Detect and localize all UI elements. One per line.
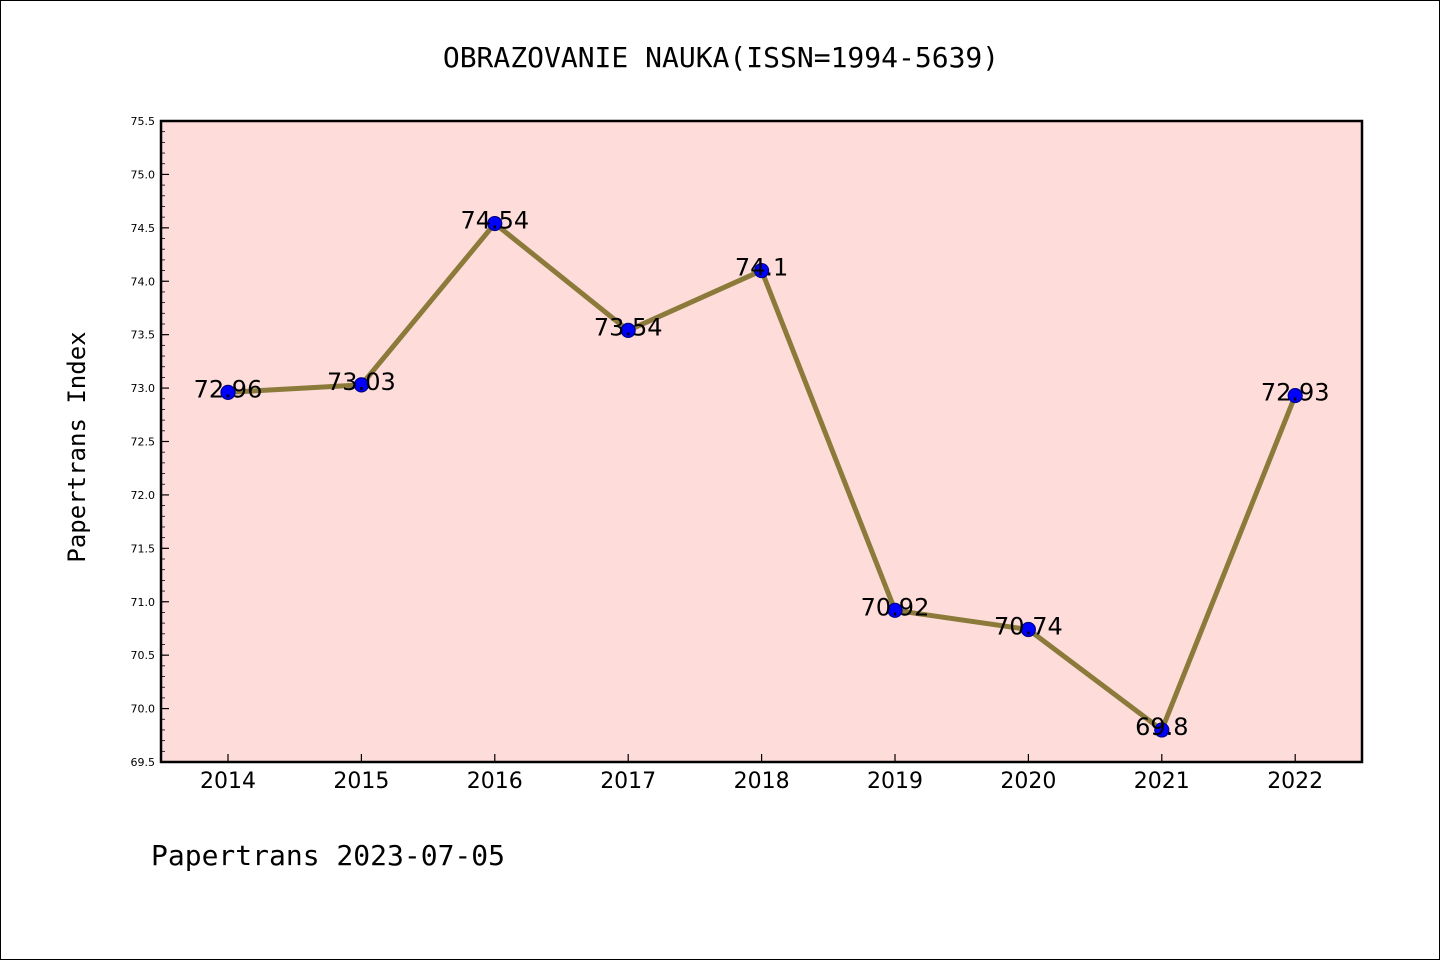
x-tick-label: 2022 — [1267, 769, 1323, 794]
series-markers — [220, 215, 1303, 738]
x-tick-label: 2020 — [1000, 769, 1056, 794]
data-point — [753, 262, 770, 279]
chart-title: OBRAZOVANIE NAUKA(ISSN=1994-5639) — [443, 41, 999, 74]
data-point — [1154, 722, 1170, 738]
data-label: 74.54 — [460, 207, 529, 235]
data-label: 70.92 — [861, 593, 930, 621]
data-point — [620, 322, 636, 338]
y-tick-label: 72.5 — [131, 436, 156, 449]
data-point — [1020, 621, 1037, 638]
y-tick-label: 71.5 — [131, 542, 156, 555]
x-tick-label: 2018 — [734, 769, 790, 794]
y-tick-label: 73.5 — [131, 329, 156, 342]
data-label: 69.8 — [1135, 713, 1188, 741]
y-tick-label: 70.0 — [131, 703, 156, 716]
data-label: 72.93 — [1261, 379, 1330, 407]
y-tick-label: 75.0 — [131, 168, 156, 181]
x-axis: 2014 2015 2016 2017 2018 2019 2020 2021 2022 — [200, 754, 1323, 794]
x-tick-label: 2014 — [200, 769, 256, 794]
data-point — [487, 215, 503, 232]
y-tick-label: 72.0 — [131, 489, 156, 502]
footer-text: Papertrans 2023-07-05 — [151, 839, 505, 872]
y-axis: 69.5 70.0 70.5 71.0 71.5 72.0 72.5 73.0 73.5 74.0… — [131, 115, 169, 769]
y-tick-label: 69.5 — [131, 756, 156, 769]
data-point — [887, 602, 903, 618]
data-point — [353, 377, 369, 393]
plot-border — [159, 119, 1364, 764]
y-tick-label: 75.5 — [131, 115, 156, 128]
data-point — [220, 384, 236, 400]
y-tick-label: 73.0 — [131, 382, 156, 395]
x-tick-label: 2016 — [467, 769, 523, 794]
x-tick-label: 2015 — [333, 769, 389, 794]
y-axis-label: Papertrans Index — [63, 331, 91, 562]
y-tick-label: 74.0 — [131, 275, 156, 288]
data-labels: 72.96 73.03 74.54 73.54 74.1 70.92 70.74 69.8 72… — [194, 207, 1330, 741]
y-tick-label: 74.5 — [131, 222, 156, 235]
x-tick-label: 2019 — [867, 769, 923, 794]
x-tick-label: 2021 — [1134, 769, 1190, 794]
y-tick-label: 71.0 — [131, 596, 156, 609]
y-tick-label: 70.5 — [131, 649, 156, 662]
data-label: 70.74 — [994, 613, 1063, 641]
x-tick-label: 2017 — [600, 769, 656, 794]
data-point — [1287, 387, 1303, 404]
data-label: 73.54 — [594, 313, 663, 341]
plot-area — [161, 121, 1362, 762]
data-label: 74.1 — [735, 254, 788, 282]
data-label: 72.96 — [194, 375, 263, 403]
data-label: 73.03 — [327, 368, 396, 396]
